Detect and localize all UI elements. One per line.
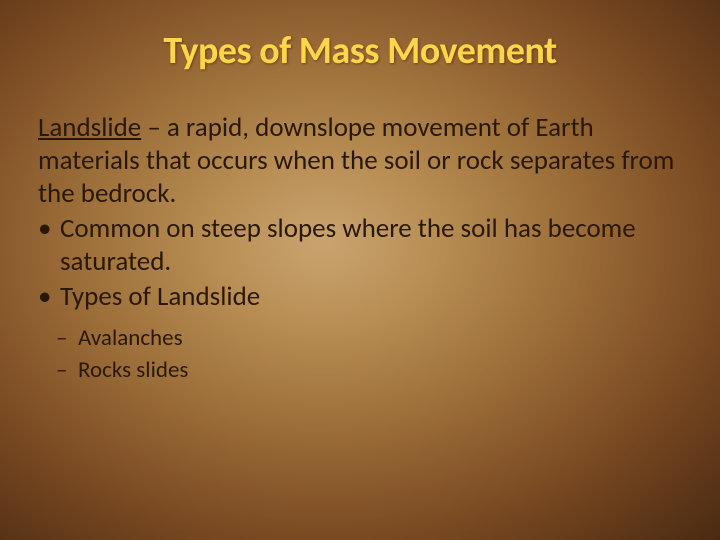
bullet-item: Types of Landslide bbox=[60, 281, 682, 314]
bullet-item: Common on steep slopes where the soil ha… bbox=[60, 213, 682, 279]
sub-bullet-item: Rocks slides bbox=[78, 356, 682, 384]
slide-container: Types of Mass Movement Landslide – a rap… bbox=[0, 0, 720, 540]
term-landslide: Landslide bbox=[38, 111, 141, 144]
sub-bullet-item: Avalanches bbox=[78, 324, 682, 352]
slide-body: Landslide – a rapid, downslope movement … bbox=[38, 112, 682, 384]
definition-paragraph: Landslide – a rapid, downslope movement … bbox=[38, 112, 682, 211]
bullet-list: Common on steep slopes where the soil ha… bbox=[38, 213, 682, 314]
sub-bullet-list: Avalanches Rocks slides bbox=[38, 324, 682, 384]
slide-title: Types of Mass Movement bbox=[38, 28, 682, 74]
